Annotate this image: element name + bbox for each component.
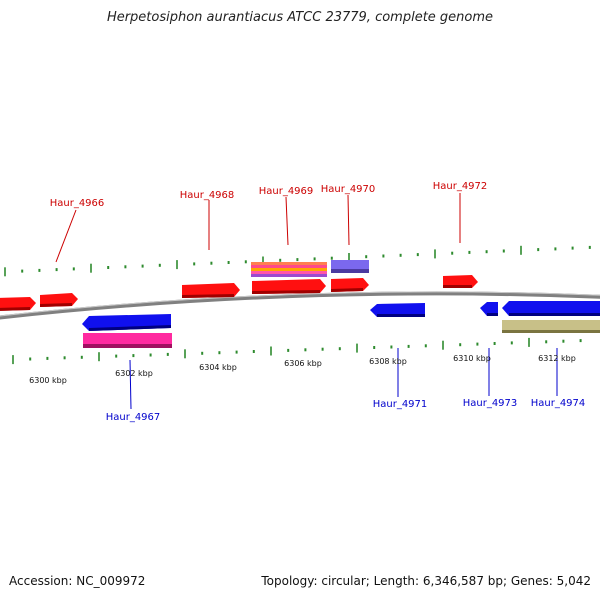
scale-label-6304: 6304 kbp bbox=[199, 363, 237, 372]
gene-feature-haur-4969-striped[interactable] bbox=[251, 262, 327, 277]
gene-label-haur-4972[interactable]: Haur_4972 bbox=[433, 181, 488, 192]
scale-label-6302: 6302 kbp bbox=[115, 369, 153, 378]
gene-arrow-haur-4970[interactable] bbox=[331, 278, 369, 292]
gene-arrow-haur-4973[interactable] bbox=[480, 302, 498, 316]
accession-text: Accession: NC_009972 bbox=[9, 574, 146, 588]
scale-label-6310: 6310 kbp bbox=[453, 354, 491, 363]
gene-arrow-forward-1[interactable] bbox=[0, 297, 36, 311]
gene-feature-haur-4974-khaki[interactable] bbox=[502, 320, 600, 333]
gene-feature-haur-4967-magenta[interactable] bbox=[83, 333, 172, 348]
scale-label-6300: 6300 kbp bbox=[29, 376, 67, 385]
scale-label-6308: 6308 kbp bbox=[369, 357, 407, 366]
tick-track-bottom bbox=[12, 337, 582, 365]
gene-arrow-haur-4971[interactable] bbox=[370, 303, 425, 317]
connector-haur-4969 bbox=[285, 196, 289, 246]
gene-label-haur-4968[interactable]: Haur_4968 bbox=[180, 190, 235, 201]
gene-arrow-haur-4967[interactable] bbox=[82, 314, 171, 331]
gene-label-haur-4967[interactable]: Haur_4967 bbox=[106, 412, 161, 423]
connector-haur-4967 bbox=[129, 359, 132, 410]
gene-arrow-haur-4968[interactable] bbox=[182, 283, 240, 298]
gene-label-haur-4969[interactable]: Haur_4969 bbox=[259, 186, 314, 197]
gene-arrow-haur-4969[interactable] bbox=[252, 279, 326, 294]
gene-label-haur-4970[interactable]: Haur_4970 bbox=[321, 184, 376, 195]
scale-label-6312: 6312 kbp bbox=[538, 354, 576, 363]
scale-label-6306: 6306 kbp bbox=[284, 359, 322, 368]
gene-label-haur-4966[interactable]: Haur_4966 bbox=[50, 198, 105, 209]
genome-backbone bbox=[0, 291, 600, 320]
gene-arrow-forward-2[interactable] bbox=[40, 293, 78, 307]
gene-arrow-haur-4974[interactable] bbox=[502, 301, 600, 316]
gene-label-haur-4973[interactable]: Haur_4973 bbox=[463, 398, 518, 409]
gene-feature-haur-4970-purple[interactable] bbox=[331, 260, 369, 273]
connector-haur-4970 bbox=[347, 194, 350, 246]
topology-text: Topology: circular; Length: 6,346,587 bp… bbox=[261, 574, 591, 588]
gene-arrow-haur-4972[interactable] bbox=[443, 275, 478, 288]
genome-backbone-highlight bbox=[0, 291, 600, 317]
genome-title: Herpetosiphon aurantiacus ATCC 23779, co… bbox=[106, 10, 494, 25]
gene-label-haur-4971[interactable]: Haur_4971 bbox=[373, 399, 428, 410]
label-connectors bbox=[55, 193, 558, 410]
connector-haur-4966 bbox=[55, 209, 77, 263]
gene-label-haur-4974[interactable]: Haur_4974 bbox=[531, 398, 586, 409]
